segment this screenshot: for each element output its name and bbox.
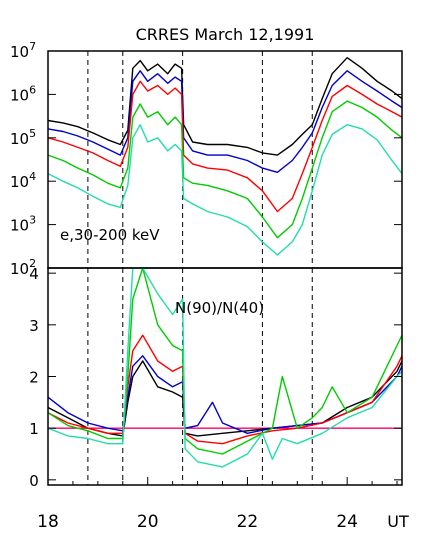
bottom-ytick-label-0: 0 [29,472,39,490]
ratio-series-1 [47,355,403,434]
bottom-ytick-label-4: 4 [29,265,39,283]
flux-series-group [47,57,403,256]
top-ytick-exponent-4: 6 [29,83,36,96]
top-ytick-exponent-2: 4 [29,170,36,183]
top-ytick-label-5: 107 [10,40,36,61]
ratio-series-group [47,267,403,468]
bottom-panel: 0 1 2 3 4 18 20 22 24 UT N(90)/N(40) [29,265,409,532]
xtick-label-1: 20 [137,512,159,532]
flux-series-3 [47,100,403,239]
xtick-label-3: 24 [336,512,358,532]
flux-series-1 [47,70,403,173]
energy-annotation: e,30-200 keV [60,226,160,244]
top-ytick-exponent-3: 5 [29,127,36,140]
top-ytick-label-1: 103 [10,214,36,235]
bottom-panel-ticks: 0 1 2 3 4 18 20 22 24 UT [29,265,409,532]
ratio-annotation: N(90)/N(40) [175,299,264,317]
flux-series-0 [47,57,403,156]
top-ytick-exponent-0: 2 [29,257,36,270]
top-ytick-exponent-5: 7 [29,40,36,53]
ratio-series-4 [47,267,403,468]
flux-series-2 [47,80,403,213]
ratio-series-2 [47,334,403,445]
bottom-ytick-label-2: 2 [29,369,39,387]
chart-title: CRRES March 12,1991 [136,25,315,44]
top-ytick-label-2: 104 [10,170,36,191]
top-ytick-label-4: 106 [10,83,36,104]
bottom-ytick-label-1: 1 [29,420,39,438]
flux-series-4 [47,124,403,256]
top-ytick-label-3: 105 [10,127,36,148]
xtick-label-2: 22 [237,512,259,532]
top-ytick-exponent-1: 3 [29,214,36,227]
x-unit-label: UT [387,512,409,531]
bottom-ytick-label-3: 3 [29,317,39,335]
xtick-label-0: 18 [37,512,59,532]
